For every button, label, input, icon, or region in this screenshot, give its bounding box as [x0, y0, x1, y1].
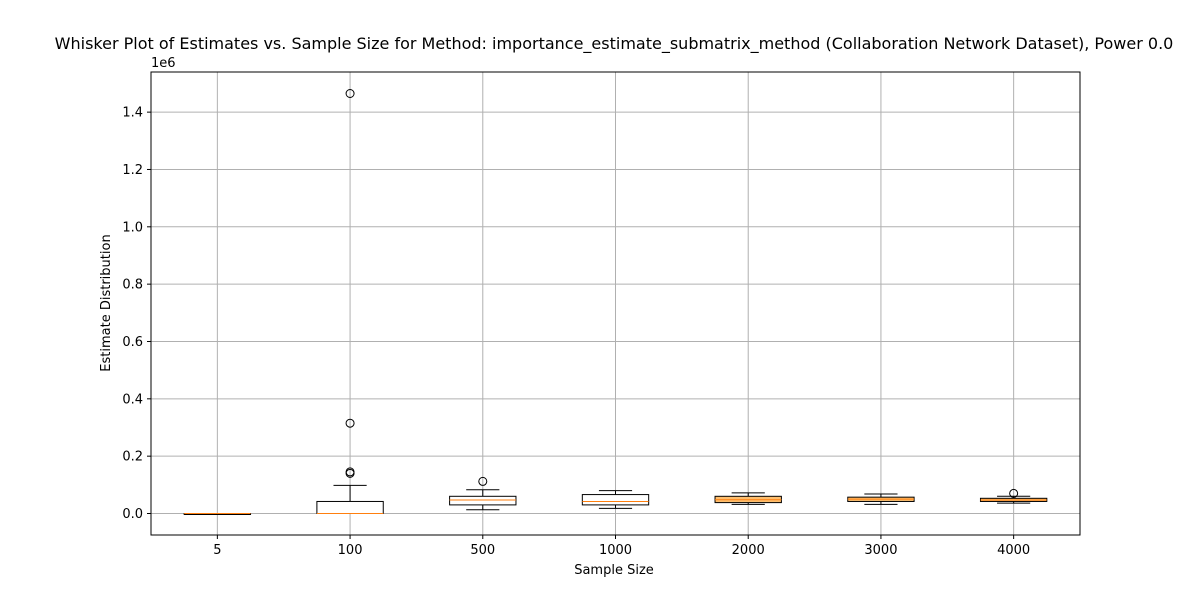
outlier-point	[345, 467, 355, 477]
y-tick-label: 0.0	[122, 507, 143, 522]
x-tick-label: 100	[338, 543, 363, 558]
box-1000	[581, 490, 650, 509]
box-layer	[183, 89, 1048, 515]
x-tick-label: 1000	[599, 543, 632, 558]
x-tick-label: 3000	[864, 543, 897, 558]
y-tick-label: 1.2	[122, 163, 143, 178]
y-offset-label: 1e6	[151, 56, 176, 71]
box-4000	[979, 488, 1048, 504]
box-body	[449, 495, 517, 506]
box-body	[581, 494, 650, 506]
y-tick-label: 0.2	[122, 450, 143, 465]
outlier-point	[1009, 488, 1019, 498]
box-body	[316, 500, 384, 514]
x-axis-label: Sample Size	[574, 563, 654, 578]
box-5	[183, 512, 252, 515]
outlier-point	[345, 89, 355, 99]
x-tick-label: 2000	[732, 543, 765, 558]
y-tick-label: 0.8	[122, 278, 143, 293]
x-tick-label: 5	[213, 543, 221, 558]
y-tick-label: 1.0	[122, 220, 143, 235]
y-tick-label: 1.4	[122, 106, 143, 121]
x-tick-label: 4000	[997, 543, 1030, 558]
y-axis-label: Estimate Distribution	[99, 234, 114, 371]
grid-layer	[151, 72, 1080, 535]
box-3000	[847, 493, 915, 505]
outlier-point	[345, 418, 355, 428]
box-100	[316, 89, 384, 514]
box-500	[449, 476, 517, 511]
box-2000	[714, 492, 782, 505]
y-tick-label: 0.4	[122, 392, 143, 407]
chart-title: Whisker Plot of Estimates vs. Sample Siz…	[55, 34, 1174, 54]
y-tick-label: 0.6	[122, 335, 143, 350]
x-tick-label: 500	[470, 543, 495, 558]
tick-layer: 0.0 0.2 0.4 0.6 0.8 1.0 1.2 1.4 5 100 500 1000 2000 3…	[122, 106, 1030, 558]
outlier-point	[478, 476, 488, 486]
